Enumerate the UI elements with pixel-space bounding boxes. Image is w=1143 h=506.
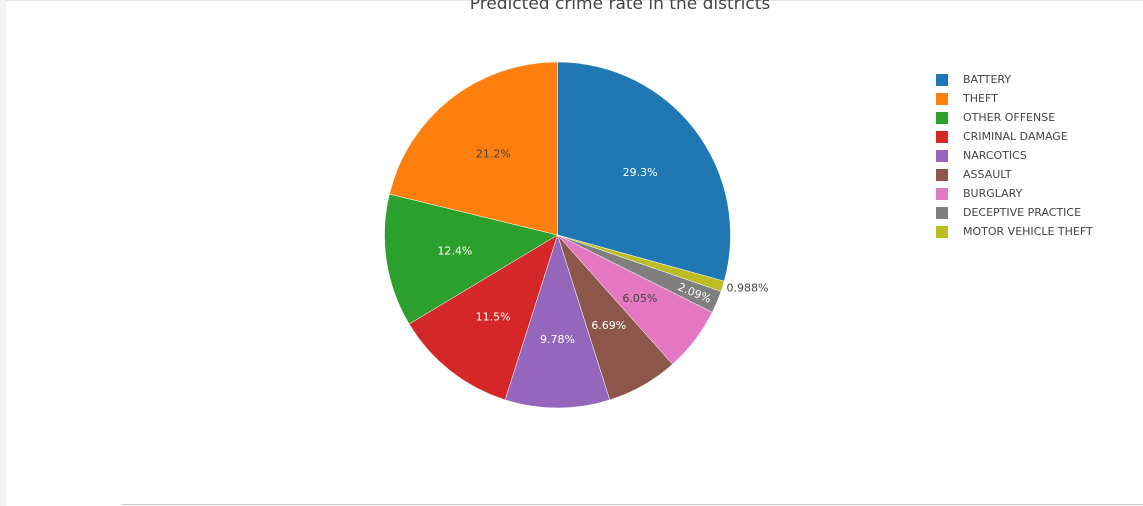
legend-swatch <box>936 149 948 162</box>
legend-swatch <box>936 73 948 86</box>
legend-swatch <box>936 187 948 200</box>
slice-label-battery: 29.3% <box>623 166 658 179</box>
pie-slice-criminal-damage[interactable] <box>408 234 558 401</box>
legend-item-motor-vehicle-theft[interactable]: MOTOR VEHICLE THEFT <box>936 222 1093 241</box>
legend-label: NARCOTICS <box>963 149 1027 162</box>
chart-title: Predicted crime rate in the districts <box>469 0 771 14</box>
pie-slice-narcotics[interactable] <box>504 234 611 409</box>
pie-slice-battery[interactable] <box>557 61 731 282</box>
slice-label-motor-vehicle-theft: 0.988% <box>727 282 769 295</box>
legend-item-other-offense[interactable]: OTHER OFFENSE <box>936 108 1093 127</box>
pie-slice-theft[interactable] <box>389 61 558 236</box>
legend-item-criminal-damage[interactable]: CRIMINAL DAMAGE <box>936 127 1093 146</box>
legend-swatch <box>936 130 948 143</box>
bottom-divider <box>122 504 1143 505</box>
legend-label: ASSAULT <box>963 168 1012 181</box>
legend-item-battery[interactable]: BATTERY <box>936 70 1093 89</box>
legend-swatch <box>936 168 948 181</box>
legend-item-burglary[interactable]: BURGLARY <box>936 184 1093 203</box>
legend-label: CRIMINAL DAMAGE <box>963 130 1068 143</box>
slice-label-other-offense: 12.4% <box>437 245 472 258</box>
top-divider <box>6 0 1143 1</box>
legend-label: DECEPTIVE PRACTICE <box>963 206 1082 219</box>
legend-label: BATTERY <box>963 73 1012 86</box>
pie-slice-other-offense[interactable] <box>384 193 559 325</box>
slice-label-assault: 6.69% <box>591 319 626 332</box>
legend-item-narcotics[interactable]: NARCOTICS <box>936 146 1093 165</box>
legend-swatch <box>936 111 948 124</box>
legend-swatch <box>936 225 948 238</box>
left-edge-strip <box>0 0 6 506</box>
legend-label: OTHER OFFENSE <box>963 111 1056 124</box>
slice-label-narcotics: 9.78% <box>540 333 575 346</box>
legend-item-theft[interactable]: THEFT <box>936 89 1093 108</box>
legend-label: BURGLARY <box>963 187 1023 200</box>
legend-item-assault[interactable]: ASSAULT <box>936 165 1093 184</box>
legend-label: MOTOR VEHICLE THEFT <box>963 225 1093 238</box>
legend-swatch <box>936 92 948 105</box>
slice-label-criminal-damage: 11.5% <box>476 310 511 323</box>
legend-label: THEFT <box>963 92 998 105</box>
legend-item-deceptive-practice[interactable]: DECEPTIVE PRACTICE <box>936 203 1093 222</box>
slice-label-theft: 21.2% <box>476 147 511 160</box>
chart-legend[interactable]: BATTERY THEFT OTHER OFFENSE CRIMINAL DAMAGE… <box>936 70 1093 241</box>
legend-swatch <box>936 206 948 219</box>
slice-label-burglary: 6.05% <box>622 292 657 305</box>
